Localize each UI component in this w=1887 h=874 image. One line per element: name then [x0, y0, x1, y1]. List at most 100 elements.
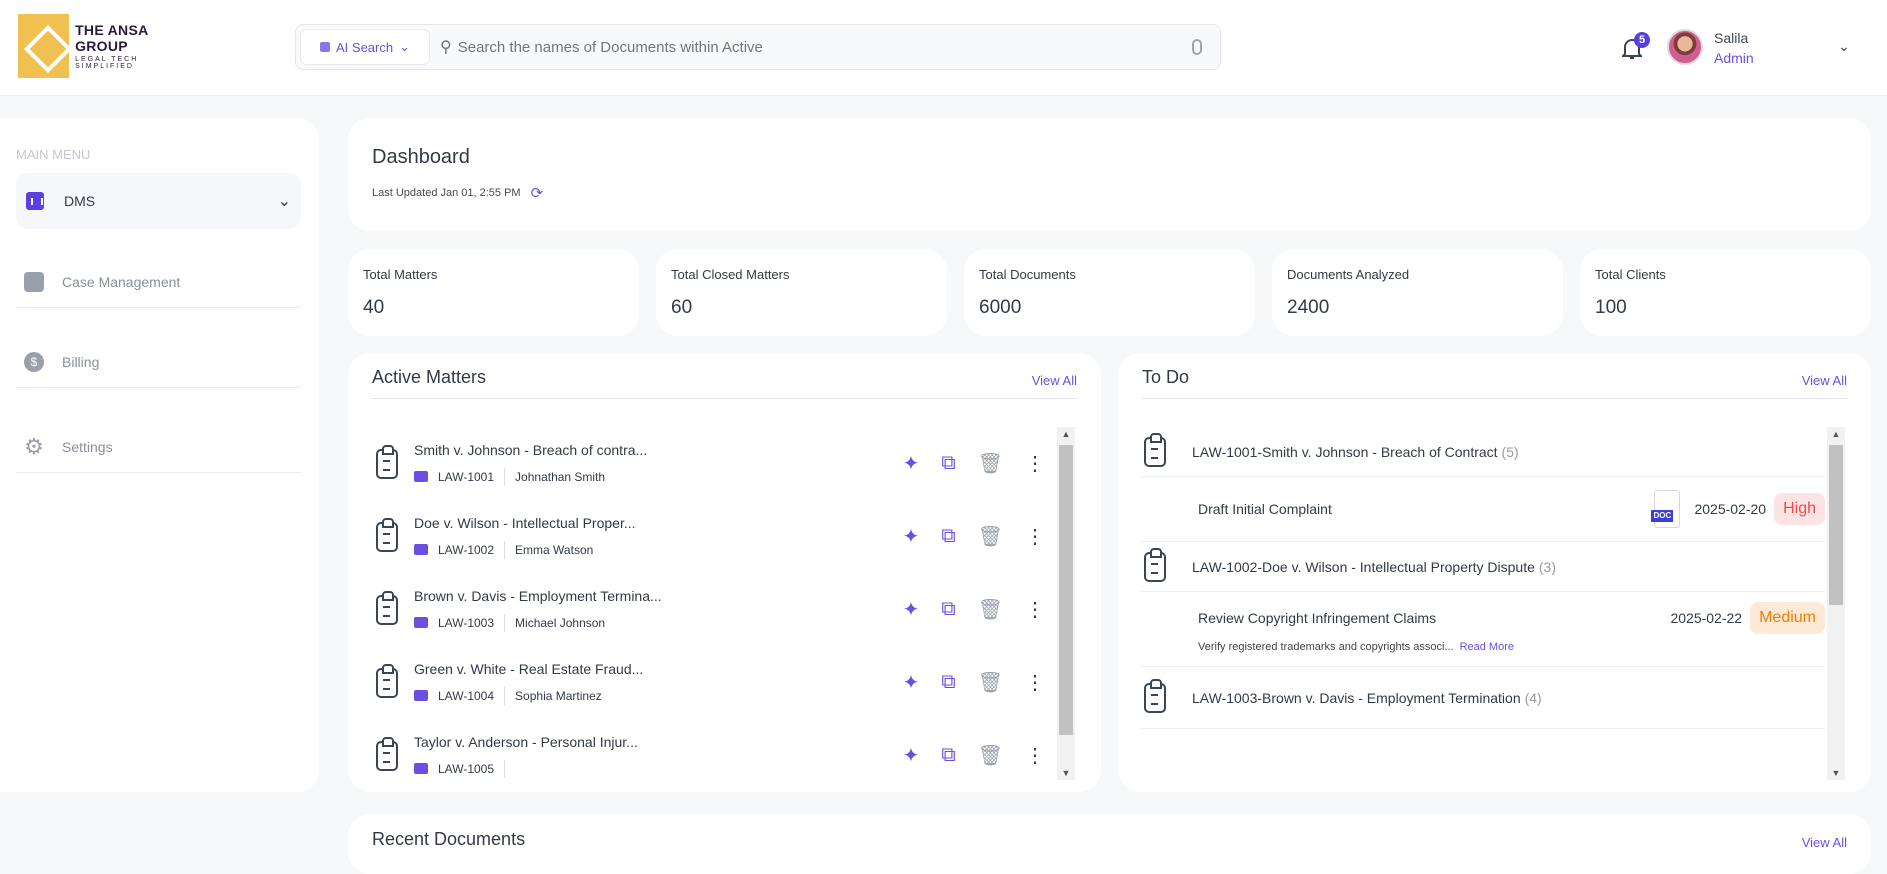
ai-chat-icon[interactable]: ⧉ — [941, 452, 956, 474]
todo-card: To Do View All LAW-1001-Smith v. Johnson … — [1118, 353, 1871, 792]
briefcase-icon — [414, 617, 428, 628]
stat-label: Total Matters — [363, 267, 438, 282]
ai-sparkle-icon[interactable]: ✦ — [902, 526, 920, 548]
ai-chat-icon[interactable]: ⧉ — [941, 671, 956, 693]
search-bar: AI Search ⌄ ⚲ — [295, 24, 1221, 70]
stat-value: 2400 — [1287, 297, 1330, 318]
task-name: Draft Initial Complaint — [1198, 501, 1332, 517]
matter-title[interactable]: Doe v. Wilson - Intellectual Proper... — [414, 514, 636, 531]
matter-row[interactable]: Brown v. Davis - Employment Termina... L… — [372, 573, 1055, 646]
avatar[interactable] — [1667, 29, 1703, 65]
more-options-icon[interactable]: ⋮ — [1025, 599, 1045, 621]
clipboard-icon — [376, 736, 398, 771]
task-description: Verify registered trademarks and copyrig… — [1198, 641, 1454, 653]
priority-badge: Medium — [1750, 602, 1825, 634]
dollar-icon: $ — [24, 351, 44, 372]
scrollbar[interactable]: ▲ ▼ — [1057, 427, 1075, 780]
gear-icon: ⚙ — [24, 433, 44, 459]
doc-file-icon[interactable]: DOC — [1651, 490, 1681, 528]
trash-icon[interactable]: 🗑︎ — [977, 745, 1003, 767]
microphone-icon[interactable] — [1192, 39, 1202, 55]
trash-icon[interactable]: 🗑︎ — [977, 672, 1003, 694]
matter-title[interactable]: Green v. White - Real Estate Fraud... — [414, 660, 644, 677]
recent-documents-card: Recent Documents View All — [348, 814, 1871, 874]
clipboard-icon — [376, 590, 398, 625]
trash-icon[interactable]: 🗑︎ — [977, 599, 1003, 621]
matter-title[interactable]: Smith v. Johnson - Breach of contra... — [414, 441, 648, 458]
task-date: 2025-02-22 — [1670, 610, 1743, 626]
clipboard-icon — [376, 444, 398, 479]
sidebar-item-label: Settings — [62, 438, 113, 455]
sidebar-item-label: DMS — [64, 193, 96, 209]
ai-sparkle-icon[interactable]: ✦ — [902, 672, 920, 694]
ai-search-label: AI Search — [336, 39, 394, 55]
refresh-icon[interactable]: ⟳ — [530, 185, 544, 202]
stat-label: Total Clients — [1595, 267, 1666, 282]
view-all-link[interactable]: View All — [1801, 373, 1847, 388]
trash-icon[interactable]: 🗑︎ — [977, 526, 1003, 548]
ai-chat-icon[interactable]: ⧉ — [941, 525, 956, 547]
sidebar-item-dms[interactable]: DMS ⌄ — [16, 173, 301, 229]
more-options-icon[interactable]: ⋮ — [1025, 526, 1045, 548]
ai-sparkle-icon[interactable]: ✦ — [902, 599, 920, 621]
search-input[interactable] — [457, 38, 1192, 56]
sidebar-item-settings[interactable]: ⚙ Settings — [16, 421, 301, 473]
more-options-icon[interactable]: ⋮ — [1025, 745, 1045, 767]
todo-group[interactable]: LAW-1001-Smith v. Johnson - Breach of Co… — [1140, 427, 1825, 477]
notification-badge: 5 — [1634, 32, 1650, 48]
trash-icon[interactable]: 🗑︎ — [977, 453, 1003, 475]
matter-id: LAW-1005 — [438, 761, 495, 776]
todo-count: (3) — [1538, 558, 1557, 575]
dashboard-header-card: Dashboard Last Updated Jan 01, 2:55 PM ⟳ — [348, 118, 1871, 231]
stat-total-clients: Total Clients 100 — [1580, 249, 1871, 336]
todo-list: LAW-1001-Smith v. Johnson - Breach of Co… — [1140, 427, 1825, 780]
briefcase-icon — [414, 690, 428, 701]
briefcase-icon — [414, 544, 428, 555]
user-name: Salila — [1714, 30, 1749, 46]
ai-search-dropdown[interactable]: AI Search ⌄ — [300, 29, 430, 65]
task-date: 2025-02-20 — [1694, 501, 1767, 517]
todo-group[interactable]: LAW-1002-Doe v. Wilson - Intellectual Pr… — [1140, 542, 1825, 592]
stat-documents-analyzed: Documents Analyzed 2400 — [1272, 249, 1563, 336]
more-options-icon[interactable]: ⋮ — [1025, 453, 1045, 475]
todo-task[interactable]: Draft Initial Complaint DOC 2025-02-20 High — [1140, 477, 1825, 542]
todo-count: (5) — [1501, 443, 1519, 460]
more-options-icon[interactable]: ⋮ — [1025, 672, 1045, 694]
user-role: Admin — [1714, 50, 1754, 66]
todo-group-title: LAW-1003-Brown v. Davis - Employment Ter… — [1192, 689, 1521, 706]
matter-row[interactable]: Smith v. Johnson - Breach of contra... L… — [372, 427, 1055, 500]
scrollbar[interactable]: ▲ ▼ — [1827, 427, 1845, 780]
clipboard-icon — [1144, 678, 1166, 713]
priority-badge: High — [1774, 493, 1825, 525]
ai-sparkle-icon[interactable]: ✦ — [902, 745, 920, 767]
sidebar-item-label: Case Management — [62, 273, 181, 290]
matter-id: LAW-1001 — [438, 469, 495, 484]
main-menu-heading: MAIN MENU — [16, 147, 91, 162]
client-name: Emma Watson — [515, 542, 594, 557]
ai-chat-icon[interactable]: ⧉ — [941, 598, 956, 620]
matter-id: LAW-1002 — [438, 542, 495, 557]
ai-chat-icon[interactable]: ⧉ — [941, 744, 956, 766]
matter-title[interactable]: Taylor v. Anderson - Personal Injur... — [414, 733, 638, 750]
last-updated: Last Updated Jan 01, 2:55 PM — [372, 187, 521, 199]
matter-row[interactable]: Taylor v. Anderson - Personal Injur... L… — [372, 719, 1055, 780]
view-all-link[interactable]: View All — [1801, 835, 1847, 850]
ai-sparkle-icon[interactable]: ✦ — [902, 453, 920, 475]
matter-row[interactable]: Doe v. Wilson - Intellectual Proper... L… — [372, 500, 1055, 573]
clipboard-icon — [376, 517, 398, 552]
briefcase-icon — [24, 271, 44, 292]
stat-value: 6000 — [979, 297, 1022, 318]
todo-task[interactable]: Review Copyright Infringement Claims 2025… — [1140, 592, 1825, 667]
matter-title[interactable]: Brown v. Davis - Employment Termina... — [414, 587, 662, 604]
logo[interactable]: THE ANSA GROUP LEGAL TECH SIMPLIFIED — [18, 14, 198, 78]
sidebar-item-billing[interactable]: $ Billing — [16, 336, 301, 388]
sidebar-item-case-management[interactable]: Case Management — [16, 256, 301, 308]
user-menu-chevron-icon[interactable]: ⌄ — [1838, 38, 1850, 54]
panel-title: To Do — [1142, 367, 1190, 387]
read-more-link[interactable]: Read More — [1459, 641, 1514, 653]
matter-row[interactable]: Green v. White - Real Estate Fraud... LA… — [372, 646, 1055, 719]
stat-label: Total Documents — [979, 267, 1076, 282]
todo-group[interactable]: LAW-1003-Brown v. Davis - Employment Ter… — [1140, 667, 1825, 729]
task-name: Review Copyright Infringement Claims — [1198, 610, 1437, 626]
view-all-link[interactable]: View All — [1031, 373, 1077, 388]
